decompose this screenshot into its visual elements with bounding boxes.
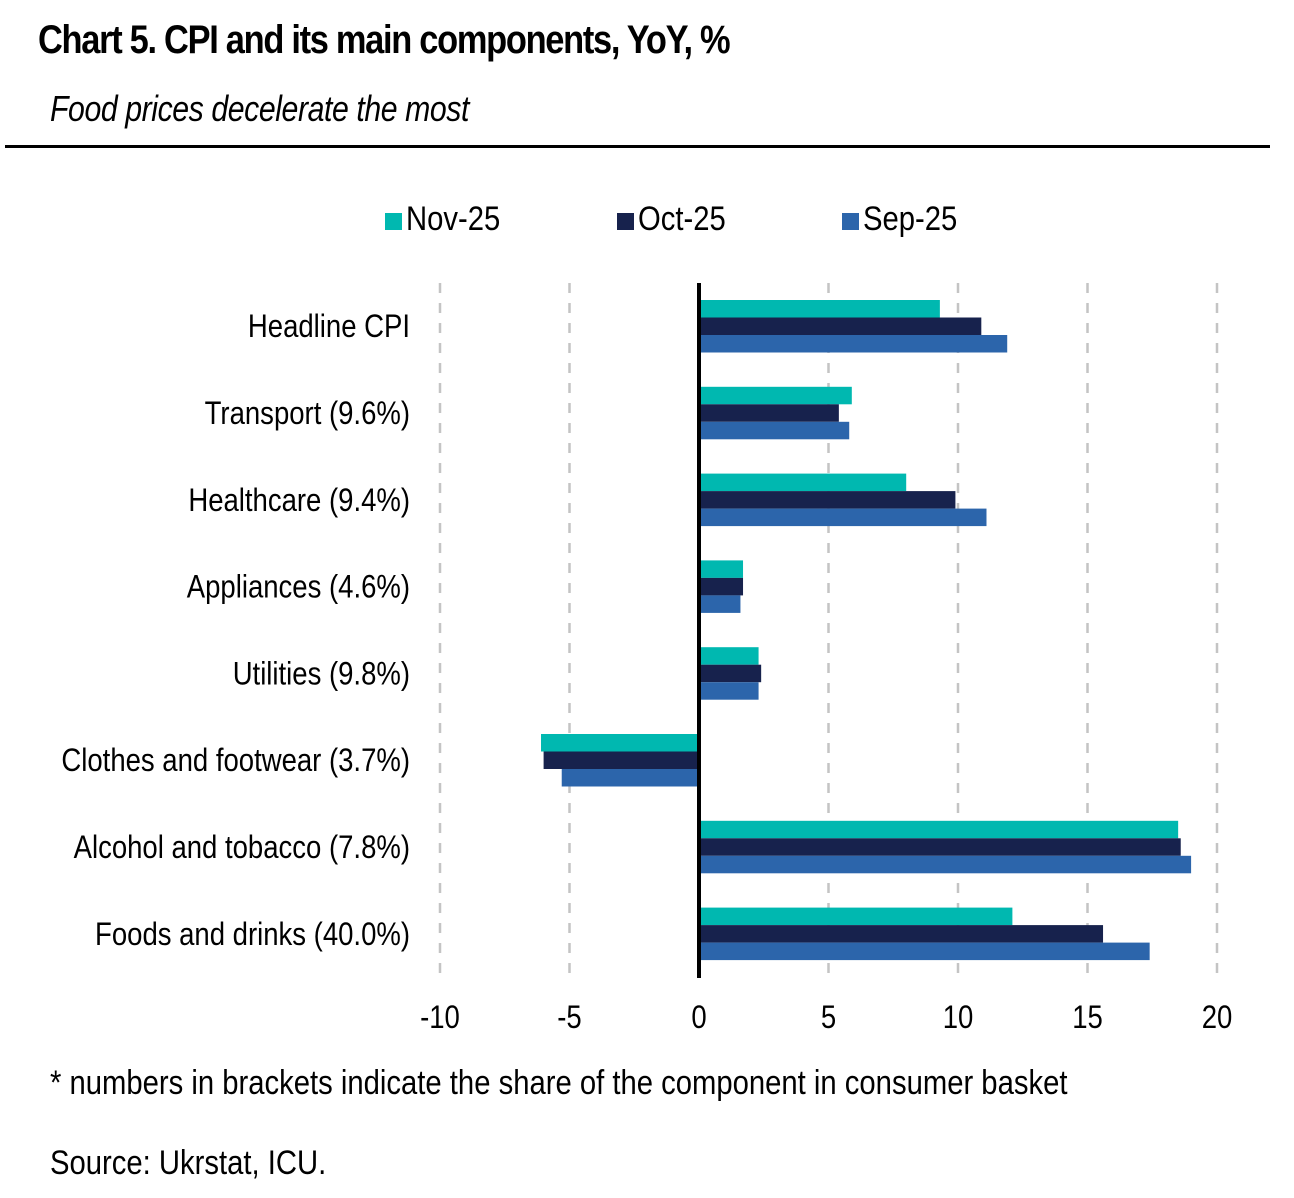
- legend: Nov-25 Oct-25 Sep-25: [0, 200, 1294, 240]
- x-tick-label: 20: [1202, 1000, 1233, 1035]
- legend-swatch-oct-25: [617, 213, 634, 230]
- bar-sep-25: [699, 595, 741, 613]
- bar-oct-25: [699, 925, 1104, 943]
- bars: [541, 300, 1192, 961]
- legend-item-oct-25: Oct-25: [617, 200, 740, 239]
- bar-nov-25: [699, 907, 1013, 926]
- chart-title: Chart 5. CPI and its main components, Yo…: [38, 18, 731, 62]
- bar-nov-25: [699, 560, 744, 578]
- bar-oct-25: [699, 404, 839, 422]
- category-label: Transport (9.6%): [205, 396, 410, 431]
- bar-sep-25: [561, 769, 699, 787]
- x-tick-label: 0: [691, 1000, 706, 1035]
- bar-oct-25: [699, 577, 744, 596]
- footnote: * numbers in brackets indicate the share…: [50, 1064, 1068, 1102]
- bar-sep-25: [699, 335, 1008, 353]
- category-label: Headline CPI: [248, 309, 410, 344]
- category-label: Healthcare (9.4%): [188, 483, 410, 518]
- bar-nov-25: [541, 734, 699, 752]
- legend-item-sep-25: Sep-25: [842, 200, 973, 239]
- bar-sep-25: [699, 508, 987, 527]
- bar-oct-25: [543, 751, 699, 769]
- legend-label-oct-25: Oct-25: [638, 200, 726, 238]
- bar-oct-25: [699, 491, 956, 509]
- bar-sep-25: [699, 421, 850, 440]
- category-label: Clothes and footwear (3.7%): [61, 743, 410, 778]
- bar-oct-25: [699, 664, 762, 683]
- legend-item-nov-25: Nov-25: [385, 200, 516, 239]
- x-tick-label: -10: [420, 1000, 460, 1035]
- gridlines: [438, 283, 1219, 978]
- legend-swatch-nov-25: [385, 213, 402, 230]
- bar-sep-25: [699, 855, 1192, 874]
- category-label: Foods and drinks (40.0%): [95, 917, 410, 952]
- legend-label-sep-25: Sep-25: [863, 200, 958, 238]
- bar-sep-25: [699, 682, 759, 700]
- x-tick-label: 15: [1072, 1000, 1103, 1035]
- bar-sep-25: [699, 942, 1150, 961]
- category-label: Appliances (4.6%): [187, 570, 410, 605]
- source-note: Source: Ukrstat, ICU.: [50, 1144, 327, 1182]
- legend-label-nov-25: Nov-25: [406, 200, 501, 238]
- title-divider: [5, 145, 1270, 148]
- chart-subtitle: Food prices decelerate the most: [50, 88, 469, 129]
- bar-nov-25: [699, 647, 759, 665]
- legend-swatch-sep-25: [842, 213, 859, 230]
- category-label: Alcohol and tobacco (7.8%): [74, 830, 410, 865]
- bar-nov-25: [699, 386, 852, 405]
- x-tick-label: 10: [943, 1000, 974, 1035]
- x-tick-label: 5: [821, 1000, 836, 1035]
- bar-oct-25: [699, 317, 982, 335]
- bar-nov-25: [699, 473, 907, 492]
- category-label: Utilities (9.8%): [233, 657, 410, 692]
- x-tick-label: -5: [557, 1000, 581, 1035]
- x-tick-labels: -10 -5 0 5 10 15 20: [420, 1000, 1232, 1035]
- bar-nov-25: [699, 300, 940, 318]
- bar-oct-25: [699, 838, 1181, 856]
- bar-nov-25: [699, 820, 1179, 839]
- category-labels: Headline CPI Transport (9.6%) Healthcare (…: [61, 309, 410, 952]
